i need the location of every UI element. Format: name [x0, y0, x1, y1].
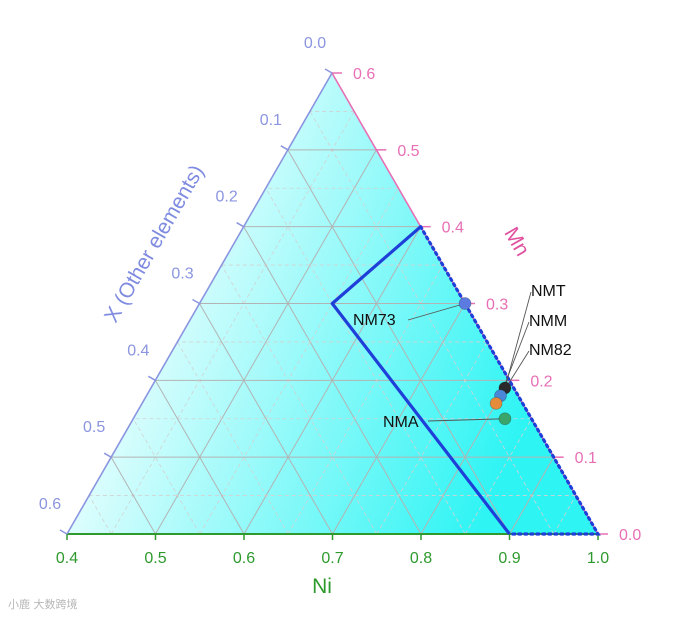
tick-mark-x [280, 145, 289, 151]
leader-line [407, 303, 466, 321]
tick-label-mn: 0.3 [486, 297, 508, 314]
grid-line-ni [553, 495, 577, 535]
grid-line-ni [376, 341, 488, 535]
grid-line-ni [287, 264, 444, 535]
tick-mark-x [103, 452, 112, 458]
tick-label-ni: 0.6 [233, 550, 255, 567]
grid-line-x [221, 264, 378, 535]
grid-line-x [154, 380, 245, 535]
data-label-nma: NMA [383, 414, 419, 431]
grid-line-x [132, 418, 201, 535]
tick-label-x: 0.3 [171, 266, 193, 283]
tick-label-ni: 0.9 [498, 550, 520, 567]
grid-line-x [199, 303, 333, 535]
tick-label-mn: 0.5 [397, 143, 419, 160]
tick-label-mn: 0.6 [353, 66, 375, 83]
tick-label-mn: 0.2 [530, 373, 552, 390]
tick-mark-x [236, 222, 245, 228]
tick-label-x: 0.1 [260, 112, 282, 129]
data-label-nm73: NM73 [353, 312, 396, 329]
data-label-nm82: NM82 [529, 342, 572, 359]
tick-label-mn: 0.0 [619, 527, 641, 544]
tick-mark-x [59, 529, 68, 535]
tick-label-mn: 0.4 [442, 220, 464, 237]
tick-label-x: 0.4 [127, 342, 149, 359]
tick-label-ni: 0.4 [56, 550, 78, 567]
grid-line-x [287, 149, 510, 535]
tick-label-mn: 0.1 [575, 450, 597, 467]
grid-line-ni [199, 188, 399, 535]
tick-label-ni: 0.5 [144, 550, 166, 567]
data-point-nma [498, 412, 512, 426]
axis-title-x: X (Other elements) [100, 161, 209, 326]
grid-line-x [309, 111, 555, 535]
tick-mark-x [147, 375, 156, 381]
data-point-nm82 [489, 396, 503, 410]
grid-line-ni [110, 111, 355, 535]
grid-line-ni [464, 418, 532, 535]
boundary-dotted-line [419, 225, 601, 536]
grid-line-ni [243, 226, 422, 535]
grid-line-ni [509, 456, 555, 535]
axis-title-ni: Ni [312, 575, 332, 598]
tick-label-ni: 0.7 [321, 550, 343, 567]
leader-line [427, 418, 505, 422]
tick-mark-x [324, 68, 333, 74]
grid-line-ni [332, 303, 466, 535]
axis-title-mn: Mn [499, 223, 534, 260]
tick-label-ni: 1.0 [587, 550, 609, 567]
watermark: 小鹿 大数跨境 [8, 598, 78, 611]
grid-line-ni [155, 149, 377, 535]
grid-line-x [265, 188, 466, 535]
data-label-nmt: NMT [531, 283, 566, 300]
data-label-nmm: NMM [529, 313, 567, 330]
data-point-nm73 [458, 297, 472, 310]
grid-line-x [110, 456, 156, 535]
boundary-solid-line [330, 225, 511, 535]
tick-label-x: 0.6 [39, 496, 61, 513]
grid-line-x [88, 495, 112, 535]
tick-label-x: 0.0 [304, 35, 326, 52]
tick-mark-x [192, 298, 200, 305]
tick-label-x: 0.2 [216, 189, 238, 206]
tick-label-x: 0.5 [83, 419, 105, 436]
tick-label-ni: 0.8 [410, 550, 432, 567]
grid-line-x [177, 341, 289, 535]
